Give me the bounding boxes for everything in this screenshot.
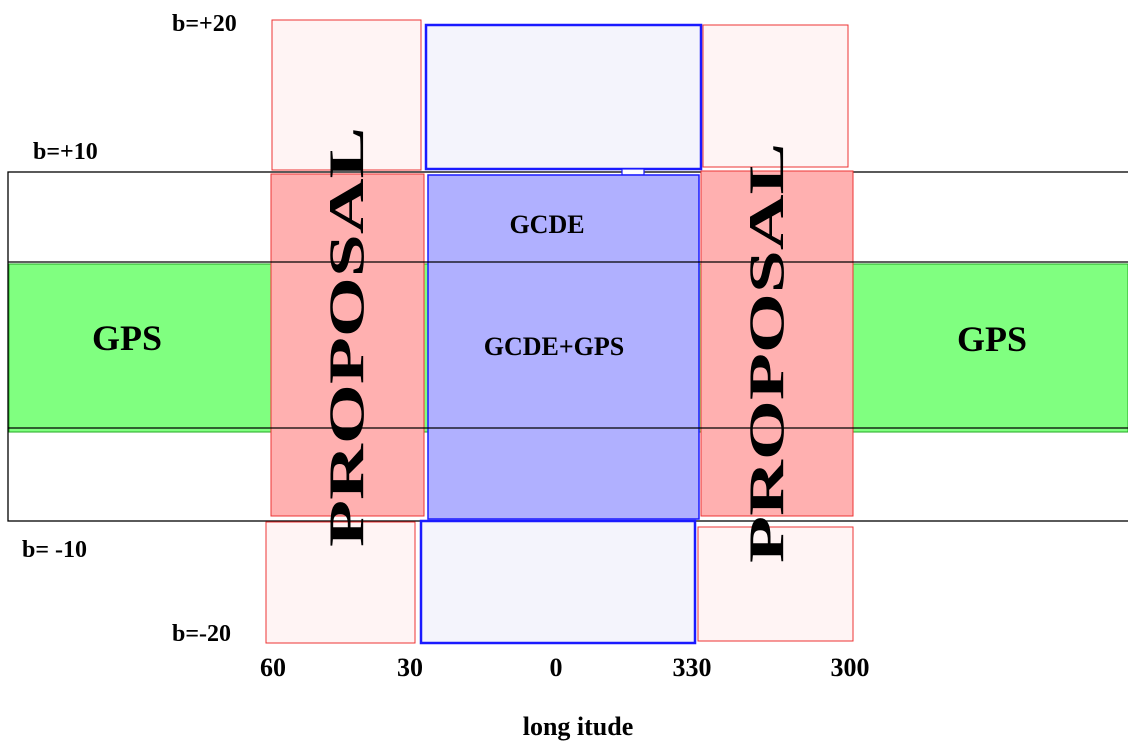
tick-label-0: 0 (550, 653, 563, 682)
proposal-extension-top-left (271, 19, 422, 171)
gcde-gps-label: GCDE+GPS (484, 332, 625, 361)
label-b-plus-10: b=+10 (33, 139, 98, 165)
proposal-label-right: PROPOSAL (738, 143, 794, 563)
label-b-minus-20: b=-20 (172, 621, 231, 647)
proposal-extension-bottom-left (265, 521, 416, 644)
proposal-extension-bottom-right (697, 526, 854, 642)
gps-label-right: GPS (957, 319, 1027, 359)
tick-label-30: 30 (397, 653, 423, 682)
proposal-column-left (270, 173, 425, 517)
proposal-extension-top-right (702, 24, 849, 168)
gps-label-left: GPS (92, 318, 162, 358)
proposal-label-left: PROPOSAL (318, 127, 374, 547)
gcde-label: GCDE (509, 210, 584, 239)
tick-label-300: 300 (831, 653, 870, 682)
tick-label-60: 60 (260, 653, 286, 682)
gcde-connector-tab (621, 168, 645, 176)
gcde-extension-bottom (419, 519, 697, 645)
proposal-column-right (700, 170, 854, 517)
gcde-column (427, 174, 700, 520)
label-b-plus-20: b=+20 (172, 11, 237, 37)
gcde-extension-top (424, 23, 703, 171)
label-b-minus-10: b= -10 (22, 537, 87, 563)
tick-label-330: 330 (673, 653, 712, 682)
x-axis-label: long itude (523, 712, 634, 741)
